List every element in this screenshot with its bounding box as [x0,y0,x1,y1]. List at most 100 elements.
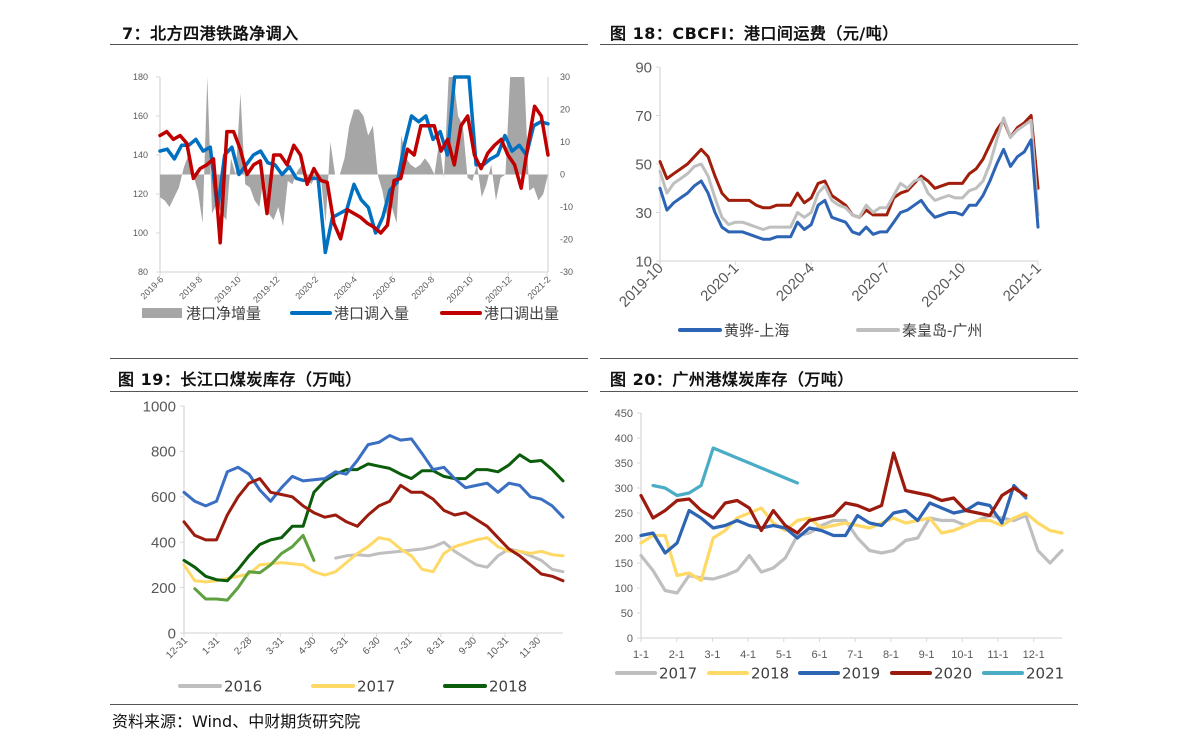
legend-label: 2018 [751,665,789,683]
divider [600,391,1078,392]
x-tick-label: 12-1 [1023,649,1045,661]
x-tick-label: 2-28 [232,635,254,657]
x-tick-label: 2021-1 [1000,260,1045,305]
legend: 港口净增量 港口调入量 港口调出量 [142,305,559,323]
legend-label: 2017 [659,665,697,683]
x-tick-label: 2020-12 [483,274,513,304]
divider [110,358,588,359]
x-tick-label: 2020-10 [918,260,969,311]
x-tick-label: 2020-4 [773,260,818,305]
legend-label: 2017 [357,678,395,696]
legend-swatch [142,308,182,318]
x-tick-label: 4-1 [740,649,756,661]
y-tick-label: 150 [615,558,633,570]
legend: 秦皇岛-广州 黄骅-上海 [678,322,982,340]
x-tick-label: 5-1 [776,649,792,661]
x-tick-label: 1-31 [200,635,222,657]
series-line-秦皇岛-广州 [658,116,1040,231]
y-tick-label: 100 [133,228,148,238]
y-tick-label: 300 [615,483,633,495]
chart4-title: 图 20：广州港煤炭库存（万吨） [610,370,854,389]
divider [600,44,1078,45]
series-line-unlabeled-3 [182,434,565,519]
y-tick-label: 200 [151,580,176,597]
divider [110,391,588,392]
x-tick-label: 1-1 [633,649,649,661]
series-line-unlabeled-4 [182,477,565,583]
y-tick-label: 30 [635,205,652,222]
y-tick-label: 140 [133,150,148,160]
x-tick-label: 6-1 [812,649,828,661]
y-tick-label: 70 [635,108,652,125]
x-tick-label: 8-1 [883,649,899,661]
x-tick-label: 6-30 [361,635,383,657]
x-tick-label: 10-31 [485,635,511,661]
x-tick-label: 3-1 [704,649,720,661]
x-tick-label: 2020-4 [332,274,359,301]
y-tick-label: 180 [133,72,148,82]
chart3-title: 图 19：长江口煤炭库存（万吨） [118,370,362,389]
x-tick-label: 5-31 [329,635,351,657]
chart1-title: 7：北方四港铁路净调入 [122,24,299,43]
series-line-2021 [651,446,799,498]
series-line-港口调出量 [158,104,550,245]
x-tick-label: 9-1 [919,649,935,661]
x-tick-label: 2021-2 [526,274,553,301]
c4-chart: 0 50 100 150 200 250 300 350 400 450 1-1 2-1 3-1 4-1 5… [615,408,1065,683]
y2-tick-label: -20 [560,235,573,245]
legend-label: 2016 [224,678,262,696]
legend-label: 港口调入量 [334,305,409,323]
y-tick-label: 450 [615,408,633,420]
legend-label: 2020 [934,665,972,683]
x-tick-label: 8-31 [425,635,447,657]
y-tick-label: 0 [627,633,633,645]
x-tick-label: 7-1 [847,649,863,661]
legend-label: 黄骅-上海 [724,322,789,340]
series-line-2018 [182,453,565,583]
x-tick-label: 7-31 [393,635,415,657]
legend-label: 港口调出量 [484,305,559,323]
y2-tick-label: 0 [560,170,565,180]
series-line-黄骅-上海 [658,138,1040,241]
legend-label: 秦皇岛-广州 [902,322,982,340]
y-tick-label: 100 [615,583,633,595]
chart2-title: 图 18：CBCFI：港口间运费（元/吨） [610,24,899,43]
y2-tick-label: 30 [560,72,570,82]
x-tick-label: 2020-8 [409,274,436,301]
legend-label: 港口净增量 [186,305,261,323]
y-tick-label: 10 [635,253,652,270]
y-tick-label: 600 [151,489,176,506]
y-tick-label: 1000 [143,398,176,415]
y2-tick-label: -30 [560,267,573,277]
y-tick-label: 800 [151,444,176,461]
x-tick-label: 2019-8 [177,274,204,301]
legend-label: 2019 [842,665,880,683]
x-tick-label: 2019-12 [251,274,281,304]
y-tick-label: 0 [168,625,176,642]
y2-tick-label: 20 [560,105,570,115]
series-line-2017 [639,513,1064,595]
x-tick-label: 2020-10 [445,274,475,304]
y-tick-label: 50 [621,608,633,620]
series-line-2019 [639,483,1028,555]
divider [600,358,1078,359]
x-tick-label: 2020-7 [849,260,894,305]
series-line-2020 [639,451,1028,535]
legend: 2016 2017 2018 [178,678,527,696]
x-tick-label: 10-1 [951,649,973,661]
legend: 2017 2018 2019 2020 2021 [615,665,1064,683]
x-tick-label: 11-1 [987,649,1008,661]
divider [110,44,588,45]
x-tick-label: 2-1 [669,649,685,661]
x-tick-label: 9-30 [457,635,479,657]
y-tick-label: 120 [133,189,148,199]
x-tick-label: 2020-1 [697,260,742,305]
y-tick-label: 200 [615,533,633,545]
legend-label: 2021 [1026,665,1064,683]
series-line-unlabeled-5 [193,533,316,602]
y-tick-label: 400 [151,534,176,551]
c1-chart: 80 100 120 140 160 180 -30 -20 -10 0 10 20 30 2019-6 2… [133,72,573,323]
y-tick-label: 400 [615,433,633,445]
